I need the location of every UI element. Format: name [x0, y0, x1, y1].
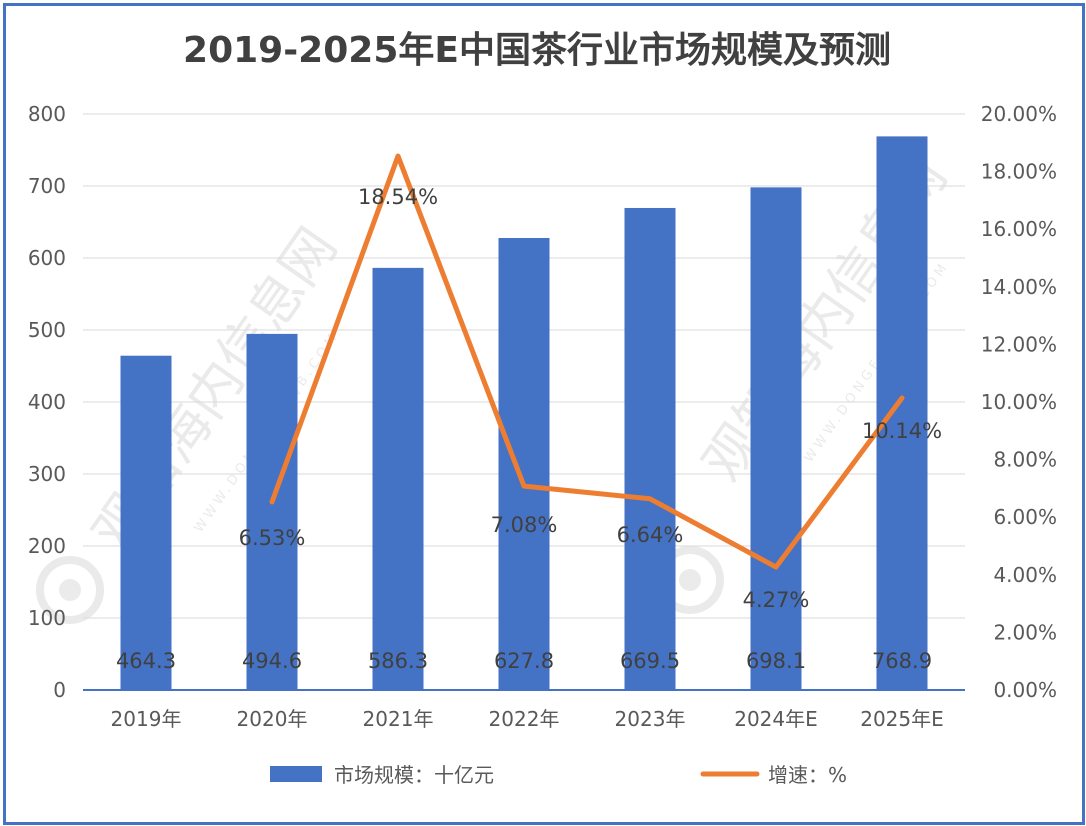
x-tick-label: 2021年 — [363, 707, 434, 731]
x-tick-label: 2020年 — [237, 707, 308, 731]
growth-value-label: 10.14% — [862, 419, 942, 443]
growth-value-label: 7.08% — [491, 513, 558, 537]
x-tick-label: 2024年E — [734, 707, 818, 731]
legend: 市场规模：十亿元 增速：% — [270, 763, 847, 787]
x-tick-label: 2022年 — [489, 707, 560, 731]
bar — [498, 237, 550, 690]
growth-value-label: 4.27% — [743, 588, 810, 612]
y-right-tick-label: 6.00% — [993, 505, 1057, 529]
y-right-tick-label: 16.00% — [981, 217, 1057, 241]
legend-line-label: 增速：% — [768, 763, 847, 787]
y-right-tick-label: 8.00% — [993, 448, 1057, 472]
y-left-tick-label: 800 — [28, 102, 66, 126]
bar — [120, 355, 172, 690]
y-right-tick-label: 18.00% — [981, 160, 1057, 184]
growth-value-label: 6.64% — [617, 523, 684, 547]
watermark-logo-dot-icon — [679, 569, 701, 591]
x-tick-label: 2023年 — [615, 707, 686, 731]
bar-value-label: 627.8 — [494, 649, 554, 673]
data-labels: 464.3 494.6 586.3 627.8 669.5 698.1 768.9 6.53%… — [116, 185, 942, 673]
x-tick-label: 2025年E — [860, 707, 944, 731]
bar-value-label: 698.1 — [746, 649, 806, 673]
bar-value-label: 586.3 — [368, 649, 428, 673]
y-right-tick-label: 20.00% — [981, 102, 1057, 126]
bar — [876, 136, 928, 691]
bar — [750, 187, 802, 691]
y-left-tick-label: 500 — [28, 318, 66, 342]
growth-value-label: 6.53% — [239, 526, 306, 550]
tick-labels: 0 100 200 300 400 500 600 700 800 0.00% 2.00% 4.00%… — [28, 102, 1057, 731]
y-left-tick-label: 100 — [28, 606, 66, 630]
growth-value-label: 18.54% — [358, 185, 438, 209]
chart-title: 2019-2025年E中国茶行业市场规模及预测 — [183, 30, 891, 71]
y-right-tick-label: 10.00% — [981, 390, 1057, 414]
x-tick-label: 2019年 — [111, 707, 182, 731]
y-right-tick-label: 0.00% — [993, 678, 1057, 702]
bar-value-label: 464.3 — [116, 649, 176, 673]
bar-series — [120, 136, 928, 691]
watermark-logo-icon — [36, 556, 104, 624]
growth-line — [269, 153, 905, 570]
bar-value-label: 494.6 — [242, 649, 302, 673]
y-right-tick-label: 4.00% — [993, 563, 1057, 587]
bar — [624, 207, 676, 690]
bar-value-label: 669.5 — [620, 649, 680, 673]
y-right-tick-label: 14.00% — [981, 275, 1057, 299]
bar — [246, 333, 298, 690]
bar-value-label: 768.9 — [872, 649, 932, 673]
line-series — [269, 153, 905, 570]
y-left-tick-label: 300 — [28, 462, 66, 486]
y-left-tick-label: 0 — [53, 678, 66, 702]
y-left-tick-label: 700 — [28, 174, 66, 198]
y-right-tick-label: 2.00% — [993, 620, 1057, 644]
y-left-tick-label: 600 — [28, 246, 66, 270]
y-left-tick-label: 400 — [28, 390, 66, 414]
legend-bar-swatch — [270, 766, 322, 782]
y-right-tick-label: 12.00% — [981, 332, 1057, 356]
y-left-tick-label: 200 — [28, 534, 66, 558]
watermark-logo-dot-icon — [59, 579, 81, 601]
bar — [372, 267, 424, 690]
legend-bar-label: 市场规模：十亿元 — [334, 763, 494, 787]
